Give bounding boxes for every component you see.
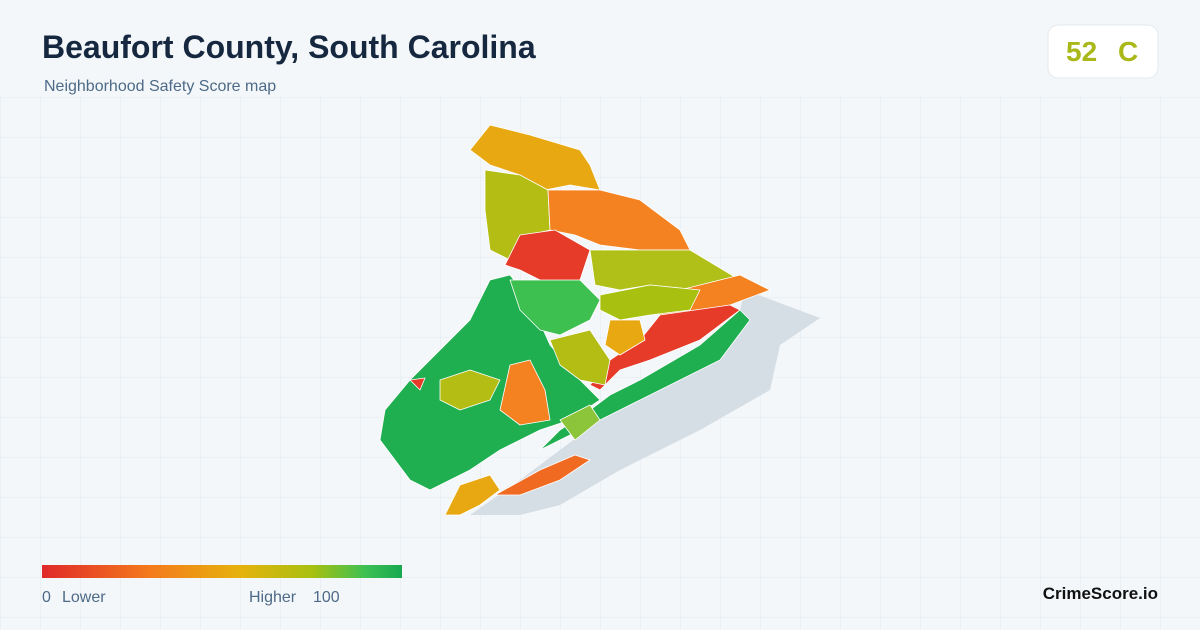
title: Beaufort County, South Carolina — [42, 29, 536, 65]
score-value: 52 — [1066, 36, 1097, 67]
map — [379, 124, 820, 516]
legend-max-label: Higher — [249, 589, 297, 606]
legend-min: 0 — [42, 589, 51, 606]
legend-min-label: Lower — [62, 589, 106, 606]
legend-scale — [42, 565, 402, 578]
legend-max: 100 — [313, 589, 340, 606]
subtitle: Neighborhood Safety Score map — [44, 78, 276, 95]
brand: CrimeScore.io — [1043, 584, 1158, 603]
score-grade: C — [1118, 36, 1138, 67]
score-box — [1047, 24, 1159, 79]
